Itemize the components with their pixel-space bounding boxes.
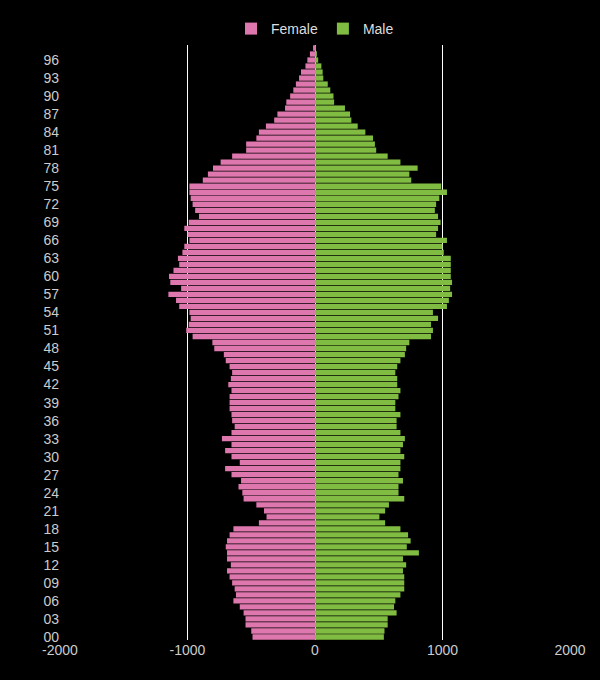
svg-text:90: 90 (43, 88, 59, 104)
svg-text:72: 72 (43, 196, 59, 212)
svg-text:24: 24 (43, 485, 59, 501)
svg-text:69: 69 (43, 214, 59, 230)
svg-text:93: 93 (43, 70, 59, 86)
svg-text:84: 84 (43, 124, 59, 140)
svg-text:54: 54 (43, 304, 59, 320)
svg-text:12: 12 (43, 557, 59, 573)
svg-text:00: 00 (43, 629, 59, 645)
svg-text:75: 75 (43, 178, 59, 194)
svg-text:60: 60 (43, 268, 59, 284)
svg-text:45: 45 (43, 358, 59, 374)
svg-text:Female: Female (271, 21, 318, 37)
svg-text:39: 39 (43, 395, 59, 411)
svg-text:33: 33 (43, 431, 59, 447)
svg-text:1000: 1000 (427, 642, 458, 658)
svg-text:81: 81 (43, 142, 59, 158)
svg-text:63: 63 (43, 250, 59, 266)
svg-text:06: 06 (43, 593, 59, 609)
svg-text:Male: Male (363, 21, 394, 37)
svg-text:66: 66 (43, 232, 59, 248)
svg-text:78: 78 (43, 160, 59, 176)
svg-text:0: 0 (311, 642, 319, 658)
svg-text:96: 96 (43, 52, 59, 68)
svg-text:18: 18 (43, 521, 59, 537)
svg-text:57: 57 (43, 286, 59, 302)
svg-text:51: 51 (43, 322, 59, 338)
svg-text:21: 21 (43, 503, 59, 519)
svg-text:36: 36 (43, 413, 59, 429)
svg-text:09: 09 (43, 575, 59, 591)
svg-text:03: 03 (43, 611, 59, 627)
svg-text:15: 15 (43, 539, 59, 555)
svg-text:42: 42 (43, 376, 59, 392)
svg-text:2000: 2000 (554, 642, 585, 658)
svg-text:-1000: -1000 (170, 642, 206, 658)
svg-text:30: 30 (43, 449, 59, 465)
svg-text:-2000: -2000 (42, 642, 78, 658)
svg-text:48: 48 (43, 340, 59, 356)
svg-text:27: 27 (43, 467, 59, 483)
svg-text:87: 87 (43, 106, 59, 122)
